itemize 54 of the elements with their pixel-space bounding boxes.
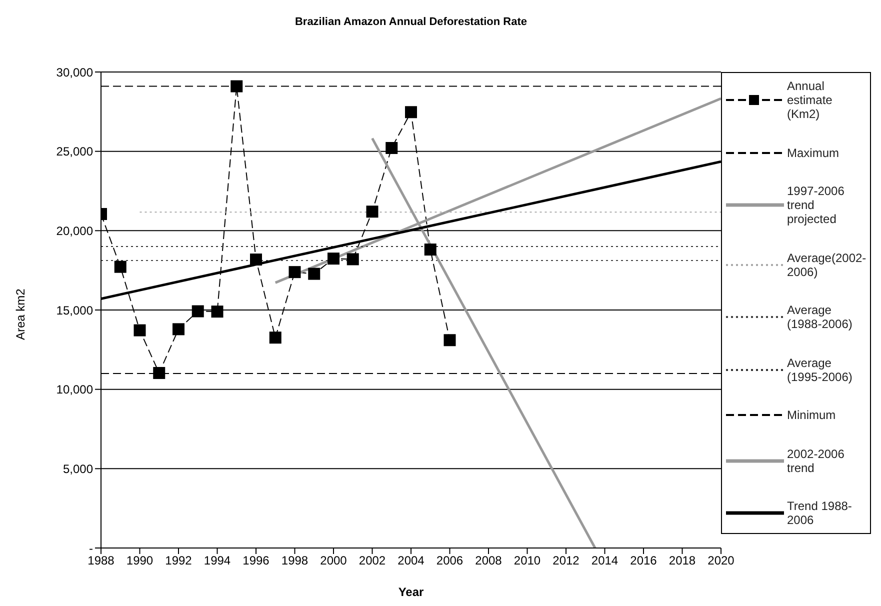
point <box>444 334 456 346</box>
y-tick-label: 10,000 <box>56 382 94 397</box>
legend-label: Average (1988-2006) <box>787 303 854 331</box>
y-tick-label: 25,000 <box>56 144 94 159</box>
point <box>172 323 184 336</box>
x-axis-title: Year <box>398 585 424 599</box>
x-tick-label: 2010 <box>514 554 541 568</box>
point <box>269 332 282 344</box>
point <box>346 253 359 266</box>
chart-title: Brazilian Amazon Annual Deforestation Rate <box>294 15 528 30</box>
point <box>366 206 378 218</box>
point <box>424 244 436 256</box>
y-tick-label: 20,000 <box>56 224 94 238</box>
x-tick-label: 2004 <box>398 554 425 568</box>
x-tick-label: 2008 <box>475 554 502 568</box>
x-tick-label: 1992 <box>165 554 192 568</box>
point <box>328 252 340 265</box>
x-tick-label: 1990 <box>126 554 154 568</box>
x-tick-label: 2014 <box>591 554 618 568</box>
y-axis-title: Area km2 <box>13 288 28 340</box>
point <box>211 306 224 318</box>
x-tick-label: 2006 <box>436 554 464 568</box>
x-tick-label: 1988 <box>88 554 115 568</box>
point <box>250 254 262 266</box>
legend-label: Average(2002-2006) <box>787 250 866 278</box>
legend-label: Annual estimate (Km2) <box>787 79 834 121</box>
y-tick-label: 15,000 <box>56 303 94 318</box>
point <box>134 324 146 336</box>
y-tick-label: 5,000 <box>62 462 94 476</box>
x-tick-label: 2002 <box>358 554 386 568</box>
x-tick-label: 2012 <box>552 554 580 568</box>
x-tick-label: 2016 <box>630 554 658 568</box>
y-tick-label: - <box>89 541 93 556</box>
legend-label: Trend 1988-2006 <box>787 499 853 527</box>
legend-label: 2002-2006 trend <box>787 446 846 474</box>
x-tick-label: 1998 <box>281 554 308 568</box>
legend-label: Average (1995-2006) <box>787 356 854 384</box>
point <box>192 305 204 318</box>
legend-label: Minimum <box>787 408 836 422</box>
point <box>308 268 320 280</box>
y-tick-label: 30,000 <box>56 65 94 80</box>
point <box>405 106 417 118</box>
x-tick-label: 2018 <box>668 554 696 568</box>
legend-label: Maximum <box>787 146 840 160</box>
legend-label: 1997-2006 trend projected <box>787 184 846 226</box>
point <box>230 80 243 92</box>
x-tick-label: 1994 <box>204 554 231 568</box>
x-tick-label: 2000 <box>320 554 348 568</box>
x-tick-label: 1996 <box>242 554 270 568</box>
point <box>153 366 166 379</box>
x-tick-label: 2020 <box>708 554 735 568</box>
point <box>386 142 398 154</box>
point <box>114 260 126 273</box>
point <box>288 266 301 278</box>
